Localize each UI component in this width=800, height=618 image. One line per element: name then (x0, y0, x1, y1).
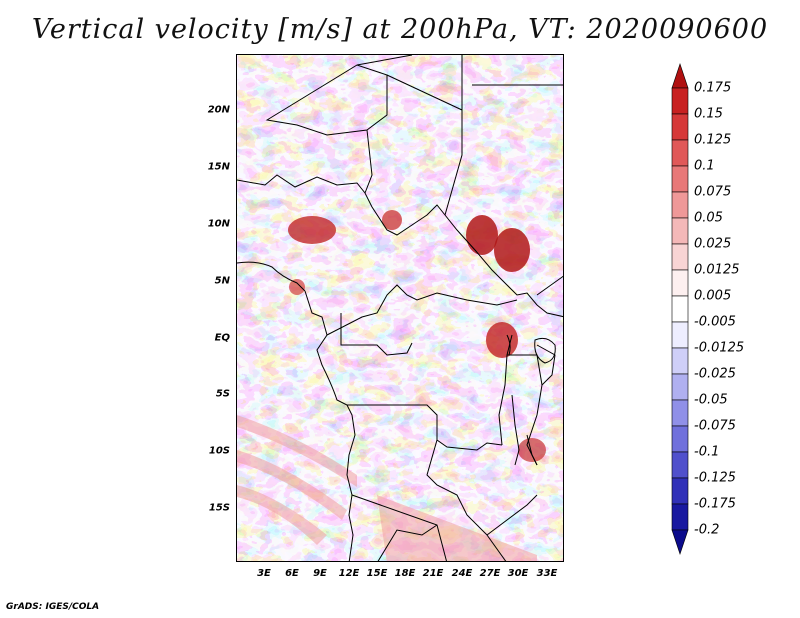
colorbar-label: 0.175 (694, 80, 732, 96)
colorbar-swatch (671, 321, 689, 349)
colorbar-swatch (671, 347, 689, 375)
colorbar-label: -0.125 (694, 470, 736, 486)
lon-label: 3E (257, 568, 271, 579)
colorbar-label: -0.005 (694, 314, 736, 330)
colorbar-swatch (671, 451, 689, 479)
colorbar-label: 0.05 (694, 210, 723, 226)
colorbar-label: 0.075 (694, 184, 732, 200)
colorbar-label: 0.125 (694, 132, 732, 148)
colorbar-swatch (671, 243, 689, 271)
lat-label: 15N (207, 161, 230, 173)
lat-label: 5N (214, 275, 230, 287)
colorbar-swatch (671, 217, 689, 245)
country-borders (237, 55, 563, 561)
lat-label: 10S (208, 445, 230, 457)
lat-label: 15S (208, 502, 230, 514)
lat-label: 20N (207, 104, 230, 116)
lon-label: 30E (507, 568, 529, 579)
lon-label: 15E (366, 568, 388, 579)
lon-label: 33E (536, 568, 558, 579)
colorbar-swatch (671, 503, 689, 531)
colorbar-swatch (671, 373, 689, 401)
colorbar-swatch (671, 425, 689, 453)
colorbar-swatch (671, 165, 689, 193)
lon-label: 24E (451, 568, 473, 579)
lon-label: 27E (479, 568, 501, 579)
colorbar-swatch (671, 139, 689, 167)
lon-label: 21E (422, 568, 444, 579)
velocity-map (236, 54, 564, 562)
colorbar-label: -0.1 (694, 444, 720, 460)
colorbar-cap-top (671, 63, 689, 89)
lon-label: 18E (394, 568, 416, 579)
lon-label: 6E (285, 568, 299, 579)
grads-credit: GrADS: IGES/COLA (6, 602, 100, 612)
colorbar-label: -0.2 (694, 522, 720, 538)
colorbar-cap-bottom (671, 529, 689, 555)
great-lakes (506, 334, 556, 466)
colorbar-label: -0.075 (694, 418, 736, 434)
colorbar-label: -0.025 (694, 366, 736, 382)
colorbar-swatch (671, 295, 689, 323)
lon-label: 9E (313, 568, 327, 579)
lat-label: 5S (215, 388, 230, 400)
colorbar-swatch (671, 191, 689, 219)
colorbar-label: 0.005 (694, 288, 732, 304)
colorbar-swatch (671, 113, 689, 141)
lat-label: 10N (207, 218, 230, 230)
colorbar-label: -0.05 (694, 392, 728, 408)
colorbar-swatch (671, 87, 689, 115)
lat-label: EQ (214, 332, 230, 344)
colorbar-label: 0.15 (694, 106, 723, 122)
velocity-field (237, 55, 563, 561)
colorbar-label: 0.0125 (694, 262, 740, 278)
colorbar-label: -0.175 (694, 496, 736, 512)
colorbar-swatch (671, 399, 689, 427)
map-title: Vertical velocity [m/s] at 200hPa, VT: 2… (31, 14, 769, 45)
colorbar-label: 0.1 (694, 158, 715, 174)
colorbar-label: -0.0125 (694, 340, 745, 356)
lon-label: 12E (338, 568, 360, 579)
colorbar-swatch (671, 269, 689, 297)
colorbar-swatch (671, 477, 689, 505)
colorbar-label: 0.025 (694, 236, 732, 252)
